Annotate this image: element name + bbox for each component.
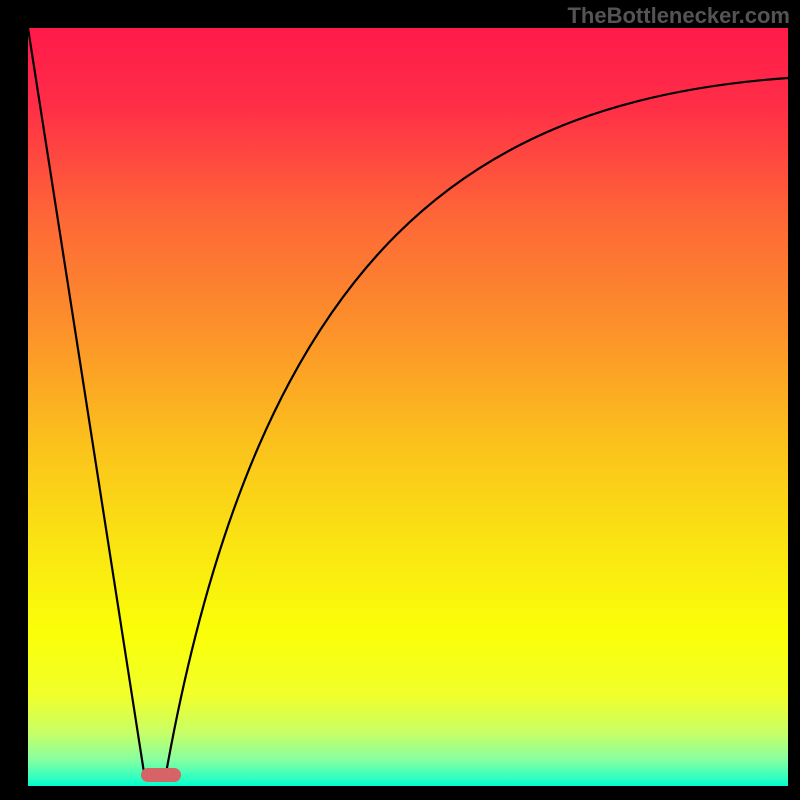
plot-area [28, 28, 788, 786]
curve-path [28, 28, 788, 779]
watermark-text: TheBottlenecker.com [567, 3, 790, 29]
min-marker [141, 768, 181, 782]
curve-svg [28, 28, 788, 786]
chart-container: TheBottlenecker.com [0, 0, 800, 800]
